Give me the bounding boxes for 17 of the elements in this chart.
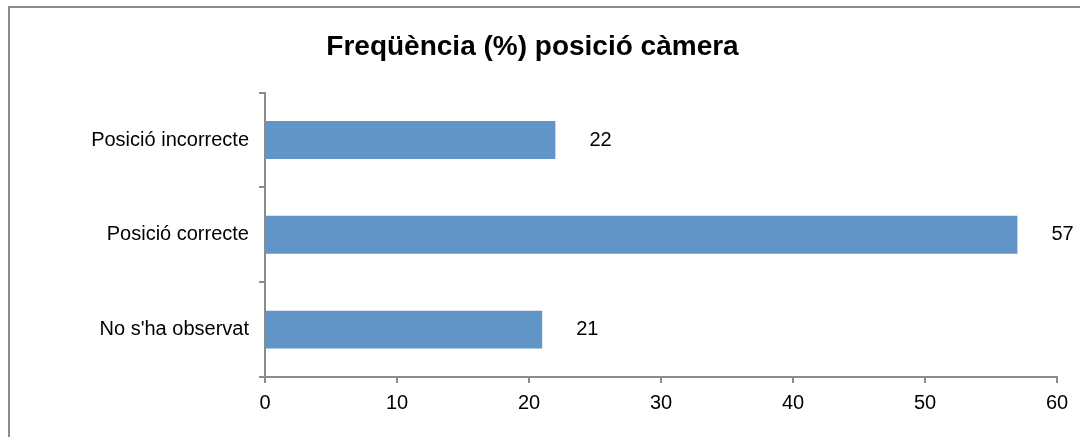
y-tick-label: Posició incorrecte — [91, 127, 249, 150]
x-tick-label: 10 — [385, 390, 409, 413]
y-tick-label: Posició correcte — [106, 222, 249, 245]
x-tick-label: 0 — [259, 390, 271, 413]
chart-title: Freqüència (%) posició càmera — [326, 29, 740, 61]
x-tick-label: 40 — [781, 390, 805, 413]
data-label: 57 — [1051, 222, 1074, 245]
x-tick-label: 60 — [1045, 390, 1069, 413]
bar — [266, 215, 1018, 254]
data-label: 22 — [589, 127, 612, 150]
data-label: 21 — [576, 317, 599, 340]
y-tick-label: No s'ha observat — [99, 317, 250, 340]
x-tick-label: 20 — [517, 390, 541, 413]
bar — [266, 310, 543, 349]
x-tick-label: 30 — [649, 390, 673, 413]
x-tick-label: 50 — [913, 390, 937, 413]
bar — [266, 121, 556, 159]
